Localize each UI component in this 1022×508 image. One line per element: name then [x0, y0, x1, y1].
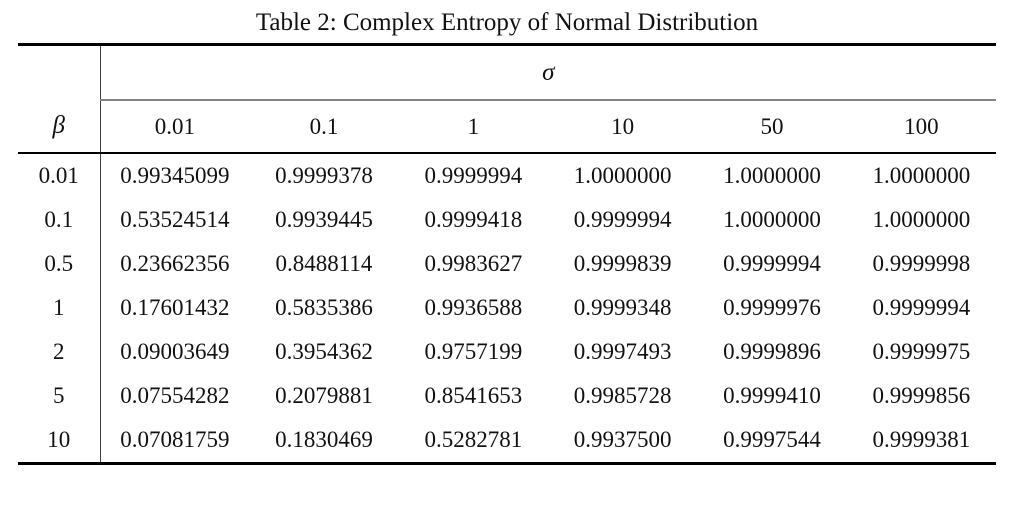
- col-header-5: 100: [846, 100, 996, 154]
- col-header-4: 50: [697, 100, 847, 154]
- data-cell-4-4: 0.9999896: [723, 339, 821, 364]
- data-cell-5-5: 0.9999856: [872, 383, 971, 408]
- data-cell-6-3: 0.9937500: [573, 427, 672, 452]
- entropy-table: σ β 0.01 0.1 1 10 50 100 0.01 0.99345099…: [18, 43, 996, 465]
- data-cell-0-4: 1.0000000: [723, 163, 821, 188]
- data-cell-3-4: 0.9999976: [723, 295, 821, 320]
- column-group-row: σ: [18, 44, 996, 101]
- column-header-row: β 0.01 0.1 1 10 50 100: [18, 100, 996, 154]
- table-row: 0.1 0.53524514 0.9939445 0.9999418 0.999…: [18, 198, 996, 242]
- column-group-header-sigma: σ: [100, 44, 996, 101]
- data-cell-3-1: 0.5835386: [275, 295, 373, 320]
- row-header-0: 0.01: [18, 153, 101, 198]
- data-cell-2-3: 0.9999839: [573, 251, 672, 276]
- data-cell-1-0: 0.53524514: [120, 207, 230, 232]
- table-row: 0.5 0.23662356 0.8488114 0.9983627 0.999…: [18, 242, 996, 286]
- data-cell-1-1: 0.9939445: [275, 207, 373, 232]
- row-header-2: 0.5: [18, 242, 101, 286]
- row-group-header-beta: β: [18, 100, 101, 154]
- data-cell-0-0: 0.99345099: [120, 163, 230, 188]
- stub-cell: [18, 44, 101, 100]
- data-cell-0-5: 1.0000000: [872, 163, 971, 188]
- col-header-2: 1: [398, 100, 548, 154]
- data-cell-2-0: 0.23662356: [120, 251, 230, 276]
- table-row: 10 0.07081759 0.1830469 0.5282781 0.9937…: [18, 418, 996, 464]
- col-header-1: 0.1: [249, 100, 399, 154]
- paper-table-figure: Table 2: Complex Entropy of Normal Distr…: [0, 7, 1022, 508]
- table-row: 5 0.07554282 0.2079881 0.8541653 0.99857…: [18, 374, 996, 418]
- data-cell-6-5: 0.9999381: [872, 427, 971, 452]
- table-row: 0.01 0.99345099 0.9999378 0.9999994 1.00…: [18, 153, 996, 198]
- col-header-0: 0.01: [100, 100, 250, 154]
- data-cell-5-0: 0.07554282: [120, 383, 230, 408]
- data-cell-6-1: 0.1830469: [275, 427, 373, 452]
- data-cell-2-5: 0.9999998: [872, 251, 971, 276]
- data-cell-5-3: 0.9985728: [573, 383, 672, 408]
- data-cell-3-5: 0.9999994: [872, 295, 971, 320]
- data-cell-4-3: 0.9997493: [573, 339, 672, 364]
- data-cell-0-2: 0.9999994: [424, 163, 523, 188]
- col-header-3: 10: [547, 100, 698, 154]
- row-header-5: 5: [18, 374, 101, 418]
- data-cell-1-4: 1.0000000: [723, 207, 821, 232]
- data-cell-5-1: 0.2079881: [275, 383, 373, 408]
- row-header-4: 2: [18, 330, 101, 374]
- data-cell-5-2: 0.8541653: [424, 383, 523, 408]
- table-row: 1 0.17601432 0.5835386 0.9936588 0.99993…: [18, 286, 996, 330]
- data-cell-4-0: 0.09003649: [120, 339, 230, 364]
- data-cell-4-1: 0.3954362: [275, 339, 373, 364]
- data-cell-6-4: 0.9997544: [723, 427, 821, 452]
- row-header-1: 0.1: [18, 198, 101, 242]
- data-cell-6-0: 0.07081759: [120, 427, 230, 452]
- data-cell-3-0: 0.17601432: [120, 295, 230, 320]
- data-cell-1-5: 1.0000000: [872, 207, 971, 232]
- data-cell-1-2: 0.9999418: [424, 207, 523, 232]
- data-cell-2-1: 0.8488114: [275, 251, 373, 276]
- data-cell-3-3: 0.9999348: [573, 295, 672, 320]
- table-row: 2 0.09003649 0.3954362 0.9757199 0.99974…: [18, 330, 996, 374]
- data-cell-2-2: 0.9983627: [424, 251, 523, 276]
- data-cell-6-2: 0.5282781: [424, 427, 523, 452]
- data-cell-3-2: 0.9936588: [424, 295, 523, 320]
- data-cell-2-4: 0.9999994: [723, 251, 821, 276]
- data-cell-5-4: 0.9999410: [723, 383, 821, 408]
- row-header-6: 10: [18, 418, 101, 464]
- row-header-3: 1: [18, 286, 101, 330]
- data-cell-0-3: 1.0000000: [573, 163, 672, 188]
- data-cell-1-3: 0.9999994: [573, 207, 672, 232]
- data-cell-4-2: 0.9757199: [424, 339, 523, 364]
- data-cell-0-1: 0.9999378: [275, 163, 373, 188]
- table-caption: Table 2: Complex Entropy of Normal Distr…: [255, 9, 759, 36]
- data-cell-4-5: 0.9999975: [872, 339, 971, 364]
